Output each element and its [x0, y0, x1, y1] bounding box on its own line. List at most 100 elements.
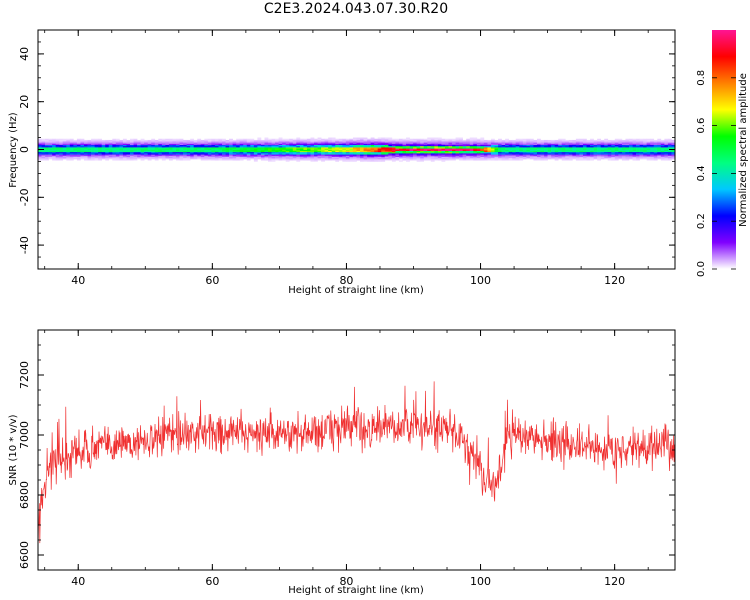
spectrogram-cell [600, 157, 605, 160]
spectrogram-cell [101, 148, 106, 150]
spectrogram-cell [62, 151, 67, 154]
spectrogram-cell [349, 142, 354, 144]
spectrogram-cell [469, 147, 474, 149]
spectrogram-cell [646, 142, 651, 144]
spectrogram-cell [183, 157, 187, 160]
spectrogram-cell [505, 143, 509, 146]
spectrogram-cell [441, 156, 446, 159]
spectrogram-cell [526, 147, 531, 149]
spectrogram-cell [667, 154, 672, 156]
spectrogram-cell [529, 143, 534, 146]
spectrogram-cell [218, 154, 223, 156]
spectrogram-cell [168, 142, 173, 144]
spectrogram-cell [529, 154, 534, 156]
spectrogram-cell [423, 153, 428, 155]
spectrogram-cell [586, 159, 591, 161]
spectrogram-cell [515, 149, 520, 151]
spectrogram-cell [222, 144, 226, 147]
spectrogram-cell [575, 141, 580, 143]
spectrogram-cell [264, 151, 269, 154]
spectrogram-cell [551, 141, 555, 143]
spectrogram-cell [657, 157, 662, 160]
spectrogram-cell [473, 141, 478, 143]
spectrogram-cell [667, 155, 672, 157]
spectrogram-cell [154, 154, 159, 156]
spectrogram-cell [179, 157, 184, 160]
spectrogram-cell [650, 139, 655, 142]
spectrogram-cell [119, 157, 124, 160]
spectrogram-cell [80, 157, 85, 160]
spectrogram-cell [632, 144, 637, 147]
spectrogram-cell [512, 153, 517, 155]
spectrogram-cell [222, 147, 226, 149]
spectrogram-cell [455, 139, 460, 142]
spectrogram-cell [260, 147, 265, 149]
spectrogram-cell [105, 150, 110, 153]
spectrogram-cell [38, 156, 42, 159]
spectrogram-cell [317, 144, 322, 147]
spectrogram-cell [66, 145, 71, 148]
spectrogram-cell [582, 147, 587, 149]
snr-x-ticks: 40 60 80 100 120 [44, 330, 649, 588]
spectrogram-cell [476, 149, 481, 151]
spectrogram-cell [225, 139, 230, 142]
spectrogram-cell [476, 159, 481, 161]
spectrogram-cell [444, 154, 449, 156]
spectrogram-cell [614, 148, 619, 150]
spectrogram-cell [306, 144, 311, 147]
colorbar-tick-label: 0.4 [696, 165, 707, 181]
spectrogram-cell [352, 153, 357, 155]
spectrogram-cell [179, 138, 184, 141]
spectrogram-cell [239, 149, 244, 151]
spectrogram-cell [430, 143, 435, 146]
spectrogram-cell [250, 148, 255, 150]
spectrogram-cell [345, 156, 350, 159]
spectrogram-cell [112, 144, 117, 147]
spectrogram-cell [328, 144, 333, 147]
spectrogram-cell [621, 150, 626, 153]
spectrogram-cell [193, 141, 198, 143]
spectrogram-cell [381, 148, 386, 150]
spectrogram-cell [423, 155, 428, 157]
spectrogram-cell [338, 148, 343, 150]
spectrogram-cell [597, 147, 601, 149]
spectrogram-cell [427, 139, 432, 142]
spectrogram-cell [586, 145, 591, 148]
spectrogram-cell [614, 151, 619, 154]
spectrogram-cell [512, 155, 517, 157]
spectrogram-cell [278, 153, 283, 155]
spectrogram-cell [575, 153, 580, 155]
spectrogram-cell [271, 139, 276, 142]
spectrogram-cell [349, 155, 354, 157]
spectrogram-cell [522, 151, 527, 154]
spectrogram-cell [214, 138, 219, 141]
spectrogram-cell [349, 150, 354, 153]
spectrogram-cell [335, 150, 340, 153]
spectrogram-cell [561, 155, 566, 157]
spectrogram-cell [423, 148, 428, 150]
spectrogram-cell [434, 156, 439, 159]
spectrogram-cell [278, 148, 283, 150]
spectrogram-cell [239, 151, 244, 154]
spectrogram-cell [176, 144, 180, 147]
spectrogram-cell [321, 150, 325, 153]
spectrogram-cell [236, 147, 241, 149]
spectrogram-cell [299, 156, 304, 159]
spectrogram-cell [122, 138, 127, 141]
spectrogram-cell [303, 150, 308, 153]
spectrogram-cell [533, 147, 538, 149]
spectrogram-cell [367, 142, 371, 144]
spectrogram-cell [133, 157, 138, 160]
spectrogram-cell [370, 159, 375, 161]
spectrogram-cell [388, 139, 393, 142]
spectrogram-cell [462, 139, 467, 142]
spectrogram-cell [512, 154, 517, 156]
spectrogram-cell [98, 143, 102, 146]
spectrogram-cell [289, 144, 294, 147]
spectrogram-cell [363, 142, 368, 144]
spectrogram-cell [611, 139, 616, 142]
spectrogram-cell [253, 159, 258, 161]
spectrogram-cell [434, 137, 439, 140]
spectrogram-cell [416, 148, 421, 150]
spectrogram-cell [498, 149, 502, 151]
